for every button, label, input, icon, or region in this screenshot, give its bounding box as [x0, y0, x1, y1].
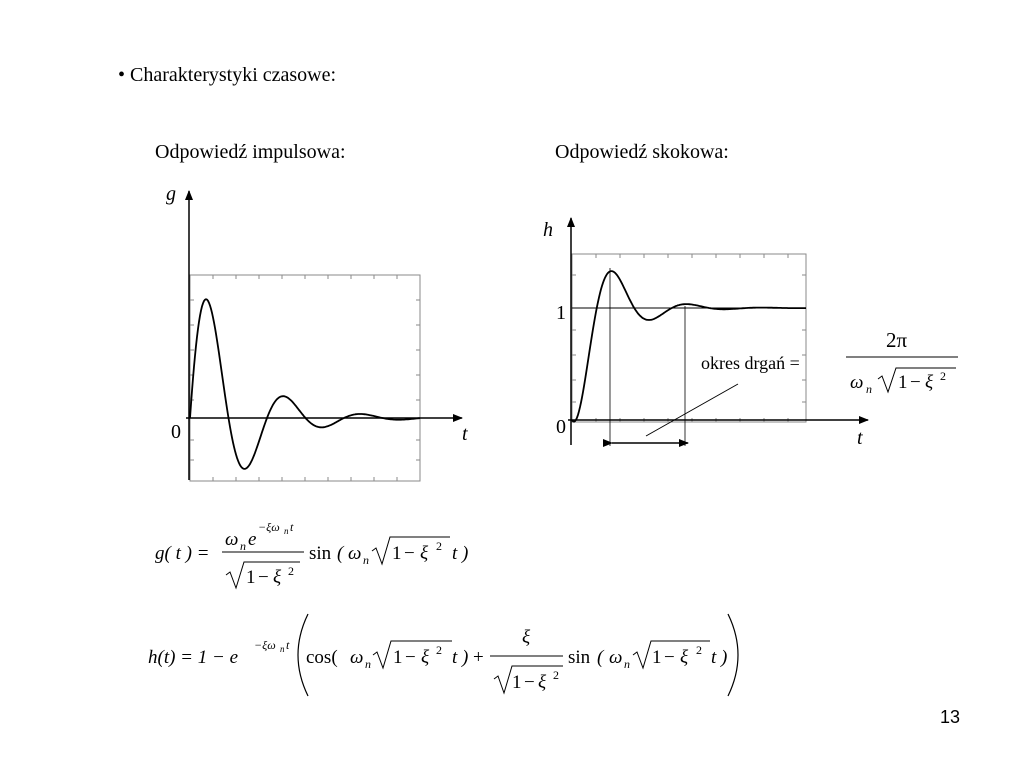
g-num-exp-n: n — [284, 526, 289, 536]
h-plus: + — [473, 647, 484, 668]
h-cos-sq: 2 — [436, 643, 442, 657]
impulse-plot-frame — [189, 274, 421, 482]
h-cos: cos( — [306, 647, 338, 668]
h-cos-n: n — [365, 657, 371, 671]
h-frac-den-one: 1 — [512, 672, 522, 693]
h-cos-one: 1 — [393, 647, 403, 668]
h-frac-den-minus: − — [524, 672, 535, 693]
h-sin-n: n — [624, 657, 630, 671]
h-cos-omega: ω — [350, 647, 363, 668]
impulse-response-heading: Odpowiedź impulsowa: — [155, 141, 346, 163]
impulse-plot: g t 0 — [166, 183, 468, 482]
h-left-paren — [297, 613, 309, 697]
g-arg-omega: ω — [348, 543, 361, 564]
g-arg-sqrt — [371, 536, 450, 566]
g-arg-one: 1 — [392, 543, 402, 564]
g-den-sqrt — [225, 561, 300, 590]
step-plot-ticks — [572, 254, 806, 422]
page-number: 13 — [940, 707, 961, 727]
period-den-omega: ω — [850, 372, 863, 393]
h-cos-minus: − — [405, 647, 416, 668]
step-response-curve — [571, 270, 806, 423]
period-formula-numerator: 2π — [886, 328, 908, 352]
h-sin-sqrt — [632, 640, 710, 670]
period-formula: 2π ω n 1 − ξ 2 — [846, 328, 958, 396]
g-den-minus: − — [258, 567, 269, 588]
h-sin-minus: − — [664, 647, 675, 668]
h-sin-t: t — [711, 647, 717, 668]
h-exp-t: t — [286, 638, 290, 652]
period-den-one: 1 — [898, 372, 908, 393]
step-origin-label: 0 — [556, 416, 566, 438]
g-num-n: n — [240, 539, 246, 553]
step-y-label: h — [543, 219, 553, 241]
g-den-one: 1 — [246, 567, 256, 588]
h-cos-sqrt — [372, 640, 452, 670]
g-num-e: e — [248, 529, 256, 550]
bullet-heading: • Charakterystyki czasowe: — [118, 64, 337, 86]
h-frac-num: ξ — [522, 627, 531, 648]
step-one-label: 1 — [556, 302, 566, 324]
period-den-sq: 2 — [940, 369, 946, 383]
h-frac-den-xi: ξ — [538, 672, 547, 693]
h-frac-den-sqrt — [493, 665, 563, 695]
h-sin-sq: 2 — [696, 643, 702, 657]
impulse-x-label: t — [462, 423, 468, 445]
step-formula: h(t) = 1 − e −ξω n t cos( ω n 1 − ξ 2 t … — [148, 613, 739, 697]
g-formula-lhs: g( t ) = — [155, 543, 210, 564]
g-arg-close: ) — [461, 543, 468, 564]
step-plot: h t 0 1 okres drgań = — [543, 217, 869, 449]
h-exp-n: n — [280, 644, 285, 654]
h-sin-open: ( — [597, 647, 605, 668]
impulse-response-curve — [189, 298, 421, 470]
g-arg-t: t — [452, 543, 458, 564]
g-arg-n: n — [363, 553, 369, 567]
period-den-n: n — [866, 382, 872, 396]
g-num-exp-t: t — [290, 520, 294, 534]
period-den-xi: ξ — [925, 372, 934, 393]
h-exp: −ξω — [254, 638, 276, 652]
period-den-minus: − — [910, 372, 921, 393]
g-arg-xi: ξ — [420, 543, 429, 564]
g-den-xi: ξ — [273, 567, 282, 588]
impulse-plot-ticks — [190, 275, 420, 481]
h-cos-xi: ξ — [421, 647, 430, 668]
impulse-y-label: g — [166, 183, 176, 205]
g-num-omega: ω — [225, 529, 238, 550]
g-arg-open: ( — [337, 543, 345, 564]
h-formula-lhs: h(t) = 1 − e — [148, 647, 238, 668]
g-arg-sq: 2 — [436, 539, 442, 553]
h-sin-one: 1 — [652, 647, 662, 668]
h-sin-omega: ω — [609, 647, 622, 668]
h-sin-xi: ξ — [680, 647, 689, 668]
g-num-exp: −ξω — [258, 520, 280, 534]
h-right-paren — [727, 613, 739, 697]
period-pointer-line — [645, 383, 739, 437]
step-plot-frame — [571, 253, 807, 423]
impulse-origin-label: 0 — [171, 421, 181, 443]
h-frac-den-sq: 2 — [553, 668, 559, 682]
h-sin: sin — [568, 647, 591, 668]
g-sin: sin — [309, 543, 332, 564]
step-response-heading: Odpowiedź skokowa: — [555, 141, 729, 163]
g-den-sq: 2 — [288, 564, 294, 578]
g-arg-minus: − — [404, 543, 415, 564]
h-sin-close: ) — [720, 647, 727, 668]
impulse-formula: g( t ) = ω n e −ξω n t 1 − ξ 2 sin ( ω n… — [155, 520, 468, 590]
step-x-label: t — [857, 427, 863, 449]
h-cos-t: t ) — [452, 647, 468, 668]
period-den-sqrt — [877, 367, 956, 394]
period-label: okres drgań = — [701, 353, 800, 373]
